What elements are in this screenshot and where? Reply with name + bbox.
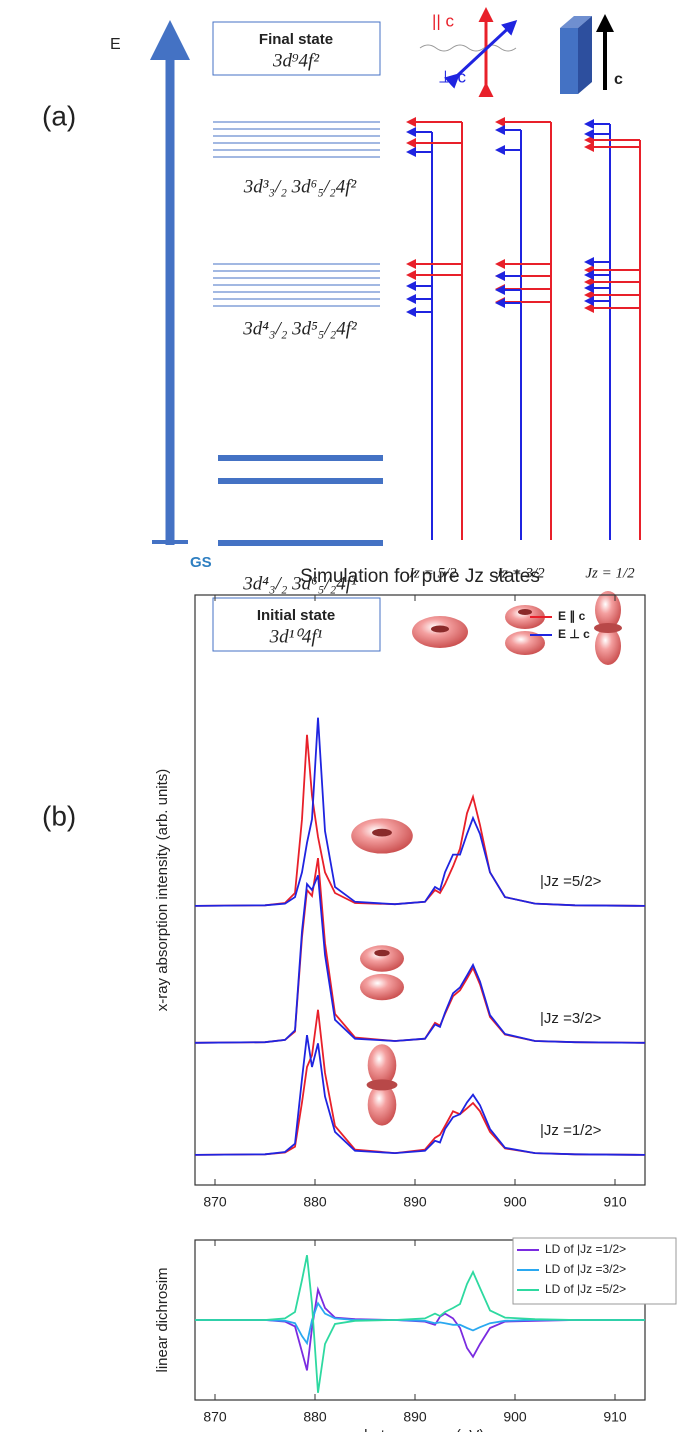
y-axis-label: linear dichrosim [154, 1267, 171, 1372]
orbital-hole [372, 829, 392, 837]
x-tick-label: 890 [403, 1194, 427, 1210]
y-axis-label: x-ray absorption intensity (arb. units) [154, 769, 171, 1012]
c-axis-label: c [614, 71, 623, 88]
gs-label: GS [190, 554, 212, 571]
x-tick-label: 900 [503, 1409, 527, 1425]
x-tick-label: 870 [203, 1194, 227, 1210]
final-state-title: Final state [259, 31, 333, 48]
c-axis-head [596, 14, 614, 32]
x-tick-label: 880 [303, 1409, 327, 1425]
figure: (a) E GS Final state 3d⁹4f² 3d³₃/₂ 3d⁶₅/… [0, 0, 678, 1432]
ld-line [195, 1303, 645, 1343]
parallel-label: || c [432, 11, 455, 30]
panel-a: (a) E GS Final state 3d⁹4f² 3d³₃/₂ 3d⁶₅/… [42, 10, 635, 651]
x-tick-label: 900 [503, 1194, 527, 1210]
orbital-ring [367, 1079, 398, 1090]
group-label: |Jz =5/2> [540, 873, 602, 890]
x-tick-label: 910 [603, 1194, 627, 1210]
photon-wave [420, 45, 516, 51]
crystal-front [560, 28, 578, 94]
x-tick-label: 880 [303, 1194, 327, 1210]
x-axis-label: photon energy (eV) [356, 1427, 484, 1432]
final-state-config: 3d⁹4f² [272, 50, 319, 71]
chart-title: Simulation for pure Jz states [300, 566, 540, 587]
energy-axis-label: E [110, 36, 121, 53]
orbital-hole [374, 950, 389, 957]
group-label: |Jz =3/2> [540, 1010, 602, 1027]
x-tick-label: 890 [403, 1409, 427, 1425]
orbital-ring [594, 623, 622, 633]
level-label: 3d⁴₃/₂ 3d⁵₅/₂4f² [242, 318, 357, 339]
legend-label: LD of |Jz =5/2> [545, 1282, 626, 1296]
x-tick-label: 910 [603, 1409, 627, 1425]
jz-label: Jz = 1/2 [585, 565, 635, 581]
level-label: 3d³₃/₂ 3d⁶₅/₂4f² [243, 176, 357, 197]
x-tick-label: 870 [203, 1409, 227, 1425]
orbital [360, 945, 404, 971]
initial-state-title: Initial state [257, 607, 335, 624]
energy-arrow-head [150, 20, 190, 60]
perp-label: ⊥ c [438, 67, 467, 86]
group-label: |Jz =1/2> [540, 1122, 602, 1139]
orbital-hole [518, 609, 532, 615]
legend-label: LD of |Jz =1/2> [545, 1242, 626, 1256]
legend-label: LD of |Jz =3/2> [545, 1262, 626, 1276]
crystal-side [578, 16, 592, 94]
legend-label: E ⊥ c [558, 627, 590, 641]
orbital-hole [431, 626, 449, 633]
panel-label: (b) [42, 800, 76, 831]
legend-label: E ∥ c [558, 609, 586, 623]
orbital [360, 974, 404, 1000]
panel-label: (a) [42, 100, 76, 131]
initial-state-config: 3d¹⁰4f¹ [269, 626, 323, 647]
plot-frame [195, 595, 645, 1185]
